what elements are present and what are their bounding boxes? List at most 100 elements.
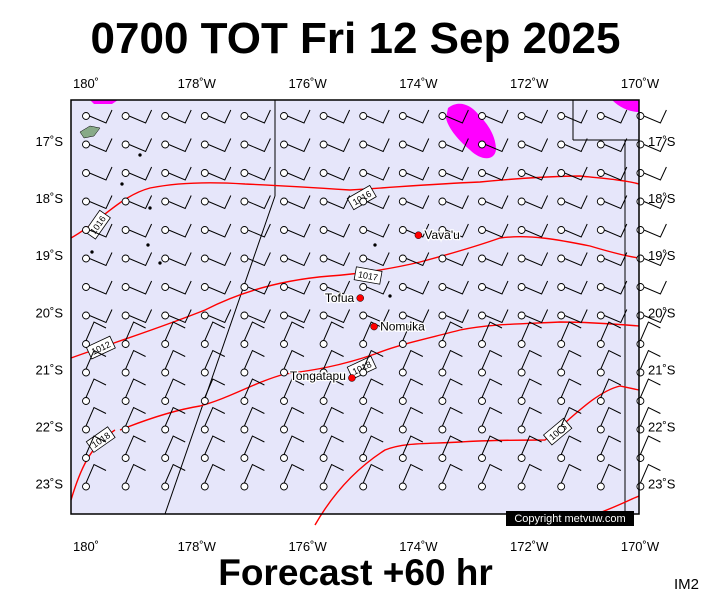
wind-barb: [121, 378, 146, 405]
lat-label: 19˚S: [648, 248, 676, 263]
wind-barb: [517, 463, 542, 491]
wind-barb: [82, 309, 113, 324]
wind-barb: [438, 463, 463, 491]
wind-barb: [359, 280, 390, 295]
wind-barb: [82, 280, 113, 295]
wind-barb: [557, 109, 588, 124]
wind-barb: [517, 195, 549, 210]
lat-label: 20˚S: [648, 305, 676, 320]
wind-barb: [398, 223, 430, 238]
copyright-text: Copyright metvuw.com: [514, 513, 625, 525]
wind-barb: [161, 280, 192, 295]
wind-barb: [636, 166, 667, 181]
wind-barb: [438, 195, 469, 210]
islands: [79, 125, 392, 298]
wind-barb: [161, 463, 186, 491]
wind-barb: [200, 435, 226, 462]
wind-barb: [359, 349, 384, 377]
wind-barb: [596, 280, 628, 295]
lon-label: 174˚W: [399, 76, 438, 91]
wind-barbs: [82, 109, 667, 491]
wind-barb: [398, 138, 430, 153]
lon-label: 170˚W: [621, 539, 660, 554]
wind-barb: [557, 223, 588, 238]
wind-barb: [478, 195, 509, 210]
wind-barb: [438, 321, 463, 348]
lon-label: 178˚W: [178, 76, 217, 91]
lat-label: 23˚S: [648, 477, 676, 492]
wind-barb: [596, 138, 628, 153]
lat-label: 22˚S: [36, 420, 64, 435]
wind-barb: [161, 223, 192, 238]
wind-barb: [161, 349, 186, 377]
wind-barb: [596, 463, 622, 491]
grid-line: [164, 195, 276, 515]
lat-label: 17˚S: [36, 134, 64, 149]
wind-barb: [240, 349, 265, 377]
wind-barb: [161, 109, 192, 124]
wind-barb: [359, 435, 384, 462]
lat-label: 17˚S: [648, 134, 676, 149]
wind-barb: [200, 252, 232, 267]
wind-barb: [398, 309, 430, 324]
wind-barb: [438, 252, 469, 267]
wind-barb: [240, 378, 265, 405]
wind-barb: [82, 109, 113, 124]
wind-barb: [319, 280, 351, 295]
wind-barb: [398, 349, 424, 377]
wind-barb: [240, 195, 271, 210]
lon-label: 172˚W: [510, 76, 549, 91]
wind-barb: [240, 463, 265, 491]
wind-barb: [280, 109, 311, 124]
wind-barb: [319, 252, 351, 267]
rain-patch: [90, 100, 118, 104]
wind-barb: [517, 252, 549, 267]
wind-barb: [200, 195, 232, 210]
wind-barb: [636, 321, 661, 348]
wind-barb: [121, 166, 153, 181]
wind-barb: [517, 378, 542, 405]
wind-barb: [200, 378, 226, 405]
wind-barb: [200, 309, 232, 324]
lon-label: 172˚W: [510, 539, 549, 554]
wind-barb: [517, 349, 542, 377]
wind-barb: [478, 309, 509, 324]
wind-barb: [478, 378, 503, 405]
wind-barb: [319, 378, 344, 405]
wind-barb: [557, 349, 582, 377]
map-title: 0700 TOT Fri 12 Sep 2025: [90, 14, 621, 63]
wind-barb: [438, 349, 463, 377]
wind-barb: [240, 138, 271, 153]
wind-barb: [557, 280, 588, 295]
wind-barb: [438, 435, 463, 462]
wind-barb: [478, 109, 509, 124]
lon-label: 174˚W: [399, 539, 438, 554]
wind-barb: [557, 435, 582, 462]
wind-barb: [319, 166, 351, 181]
wind-barb: [398, 195, 430, 210]
wind-barb: [517, 280, 549, 295]
wind-barb: [359, 309, 390, 324]
wind-barb: [557, 138, 588, 153]
wind-barb: [517, 309, 549, 324]
wind-barb: [280, 138, 311, 153]
wind-barb: [438, 223, 469, 238]
wind-barb: [82, 252, 113, 267]
wind-barb: [478, 463, 503, 491]
wind-barb: [319, 435, 344, 462]
wind-barb: [636, 280, 667, 295]
wind-barb: [319, 195, 351, 210]
wind-barb: [596, 435, 622, 462]
wind-barb: [200, 280, 232, 295]
wind-barb: [280, 463, 305, 491]
wind-barb: [121, 349, 146, 377]
wind-barb: [161, 195, 192, 210]
wind-barb: [240, 109, 271, 124]
lat-label: 19˚S: [36, 248, 64, 263]
wind-barb: [438, 166, 469, 181]
wind-barb: [161, 138, 192, 153]
wind-barb: [82, 406, 107, 434]
wind-barb: [280, 378, 305, 405]
wind-barb: [121, 109, 153, 124]
